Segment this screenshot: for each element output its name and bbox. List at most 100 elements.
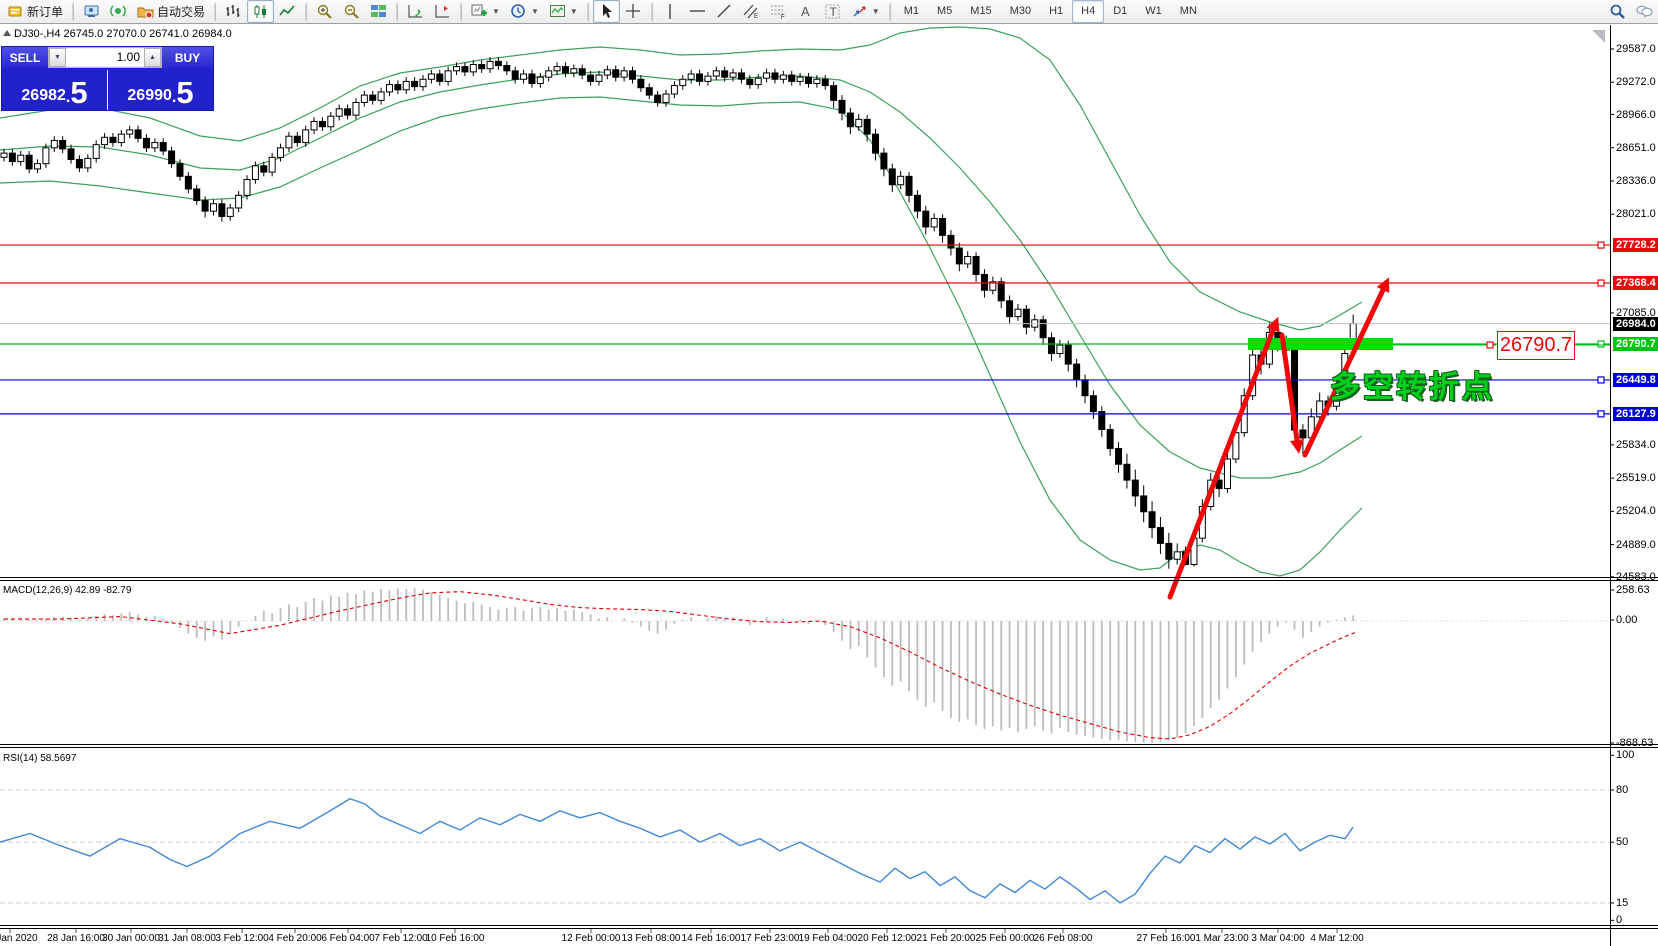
timeframe-d1-button[interactable]: D1 bbox=[1113, 5, 1128, 17]
turning-point-annotation[interactable]: 多空转折点 bbox=[1330, 371, 1495, 404]
panel-separator[interactable] bbox=[0, 744, 1658, 745]
toolbar-separator bbox=[305, 2, 308, 21]
bollinger-middle bbox=[0, 71, 1363, 479]
svg-text:T: T bbox=[829, 5, 837, 19]
price-tick-label: 25204.0 bbox=[1616, 505, 1656, 518]
crosshair-button[interactable] bbox=[620, 0, 647, 23]
panel-separator bbox=[0, 580, 1658, 581]
volume-increase-button[interactable]: ▲ bbox=[144, 48, 161, 67]
new-order-button[interactable]: 新订单 bbox=[2, 0, 68, 23]
sell-price[interactable]: 26982. 5 bbox=[2, 68, 107, 110]
new-chart-icon bbox=[471, 3, 488, 20]
price-tick-label: 28651.0 bbox=[1616, 141, 1656, 154]
time-label: 4 Feb 20:00 bbox=[268, 933, 322, 944]
bar-chart-button[interactable] bbox=[220, 0, 247, 23]
text-t-icon: T bbox=[824, 3, 841, 20]
price-tick-label: 29587.0 bbox=[1616, 43, 1656, 55]
timeframe-mn-button[interactable]: MN bbox=[1179, 5, 1197, 17]
time-label: 12 Feb 00:00 bbox=[561, 933, 621, 944]
sell-button[interactable]: SELL bbox=[2, 47, 48, 68]
time-label: 13 Feb 08:00 bbox=[621, 933, 681, 944]
auto-trading-button[interactable]: 自动交易 bbox=[132, 0, 210, 23]
trendline-icon bbox=[716, 3, 733, 20]
profiles-button[interactable] bbox=[78, 0, 105, 23]
dropdown-arrow-icon[interactable]: ▼ bbox=[569, 7, 578, 16]
rsi-tick-label: 100 bbox=[1616, 749, 1635, 762]
line-chart-button[interactable] bbox=[274, 0, 301, 23]
chart-shift-marker-icon[interactable] bbox=[1592, 30, 1605, 43]
time-label: 14 Feb 16:00 bbox=[681, 933, 741, 944]
timeframe-m1-button[interactable]: M1 bbox=[903, 5, 919, 17]
arrows-icon bbox=[851, 3, 868, 20]
svg-text:F: F bbox=[781, 15, 785, 20]
rsi-tick-label: 80 bbox=[1616, 784, 1629, 797]
template-icon bbox=[549, 3, 566, 20]
sell-price-main: 26982 bbox=[21, 87, 66, 104]
linechart-icon bbox=[279, 3, 296, 20]
panel-separator[interactable] bbox=[0, 577, 1658, 578]
rsi-panel bbox=[0, 789, 1610, 904]
timeframe-m15-button[interactable]: M15 bbox=[970, 5, 992, 17]
time-label: 3 Feb 12:00 bbox=[215, 933, 269, 944]
toolbar-separator bbox=[650, 2, 653, 21]
buy-price[interactable]: 26990. 5 bbox=[108, 68, 213, 110]
zoom-in-button[interactable] bbox=[311, 0, 338, 23]
dropdown-arrow-icon[interactable]: ▼ bbox=[530, 7, 539, 16]
time-label: 3 Mar 04:00 bbox=[1251, 933, 1305, 944]
vertical-line-button[interactable] bbox=[657, 0, 684, 23]
timeframe-h1-button[interactable]: H1 bbox=[1049, 5, 1064, 17]
fibonacci-button[interactable]: F bbox=[765, 0, 792, 23]
timeframe-m30-button[interactable]: M30 bbox=[1009, 5, 1032, 17]
zoom-out-icon bbox=[343, 3, 360, 20]
toolbar-separator bbox=[460, 2, 463, 21]
volume-decrease-button[interactable]: ▼ bbox=[49, 48, 66, 67]
macd-tick-label: 258.63 bbox=[1616, 584, 1650, 596]
templates-button[interactable]: ▼ bbox=[544, 0, 583, 23]
buy-price-dot: . bbox=[171, 89, 177, 106]
search-button[interactable] bbox=[1604, 0, 1631, 23]
auto-scroll-button[interactable] bbox=[402, 0, 429, 23]
new-chart-button[interactable]: ▼ bbox=[466, 0, 505, 23]
time-label: 27 Jan 2020 bbox=[0, 933, 38, 944]
horizontal-line-button[interactable] bbox=[684, 0, 711, 23]
price-axis-line bbox=[1610, 25, 1611, 946]
chat-button[interactable] bbox=[1631, 0, 1658, 23]
new-order-button-label: 新订单 bbox=[27, 5, 64, 19]
trendline-button[interactable] bbox=[711, 0, 738, 23]
chart-shift-button[interactable] bbox=[429, 0, 456, 23]
time-label: 17 Feb 23:00 bbox=[740, 933, 800, 944]
time-label: 21 Feb 20:00 bbox=[916, 933, 976, 944]
macd-tick-label: 0.00 bbox=[1616, 614, 1638, 626]
buy-price-main: 26990 bbox=[127, 87, 172, 104]
timeframe-w1-button[interactable]: W1 bbox=[1145, 5, 1162, 17]
cursor-button[interactable] bbox=[592, 0, 620, 23]
svg-text:A: A bbox=[801, 4, 810, 19]
periods-button[interactable]: ▼ bbox=[505, 0, 544, 23]
toolbar-separator bbox=[72, 2, 75, 21]
bollinger-upper bbox=[0, 26, 1363, 331]
chart-title: DJ30-,H4 26745.0 27070.0 26741.0 26984.0 bbox=[14, 28, 232, 40]
arrows-button[interactable]: ▼ bbox=[846, 0, 885, 23]
timeframe-m5-button[interactable]: M5 bbox=[937, 5, 953, 17]
label-button[interactable]: T bbox=[819, 0, 846, 23]
tile-windows-button[interactable] bbox=[365, 0, 392, 23]
chartshift-icon bbox=[434, 3, 451, 20]
candles-icon bbox=[252, 3, 269, 20]
signals-button[interactable] bbox=[105, 0, 132, 23]
dropdown-arrow-icon[interactable]: ▼ bbox=[871, 7, 880, 16]
timeframe-h4-button[interactable]: H4 bbox=[1072, 0, 1105, 23]
dropdown-arrow-icon[interactable]: ▼ bbox=[492, 7, 500, 16]
channel-button[interactable]: E bbox=[738, 0, 765, 23]
profiles-icon bbox=[83, 3, 100, 20]
zoom-out-button[interactable] bbox=[338, 0, 365, 23]
price-divider bbox=[107, 70, 108, 110]
text-button[interactable]: A bbox=[792, 0, 819, 23]
volume-input[interactable]: 1.00 bbox=[66, 49, 144, 66]
price-badge-27368.4: 27368.4 bbox=[1613, 276, 1658, 291]
new-order-icon bbox=[7, 3, 24, 20]
buy-button[interactable]: BUY bbox=[162, 47, 213, 68]
trend-arrows bbox=[1167, 277, 1390, 600]
candle-chart-button[interactable] bbox=[247, 0, 275, 23]
price-level-callout[interactable]: 26790.7 bbox=[1497, 331, 1575, 360]
